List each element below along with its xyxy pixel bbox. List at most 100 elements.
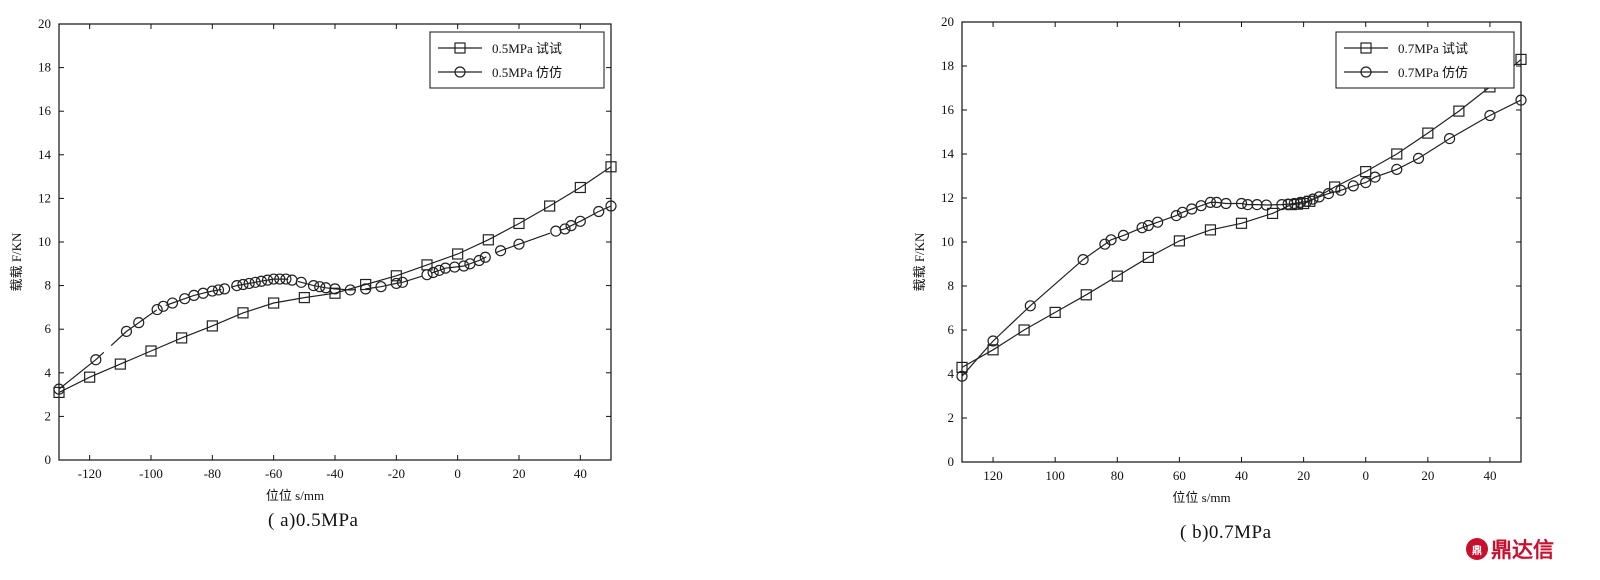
y-tick-label: 10 — [38, 234, 51, 249]
y-tick-label: 10 — [941, 234, 954, 249]
legend-label: 0.5MPa 仿仿 — [492, 65, 562, 80]
caption-a: ( a)0.5MPa — [268, 510, 359, 531]
y-tick-label: 16 — [941, 102, 955, 117]
y-tick-label: 0 — [948, 454, 955, 469]
x-tick-label: -120 — [78, 466, 102, 481]
data-point — [314, 281, 326, 293]
data-point — [513, 238, 525, 250]
series-line — [58, 205, 612, 390]
data-point — [114, 358, 126, 370]
series-line — [961, 58, 1522, 368]
data-point — [84, 371, 96, 383]
data-point — [298, 291, 310, 304]
data-point — [360, 278, 372, 291]
data-point — [1117, 229, 1130, 241]
data-point — [1276, 199, 1288, 211]
series-2 — [53, 200, 617, 395]
watermark-logo-icon: 鼎 — [1466, 538, 1488, 560]
caption-b: ( b)0.7MPa — [1180, 522, 1272, 543]
y-tick-label: 18 — [38, 60, 51, 75]
data-point — [375, 281, 387, 293]
data-point — [231, 280, 243, 292]
x-tick-label: 20 — [1297, 468, 1310, 483]
data-point — [574, 215, 586, 227]
data-point — [249, 276, 261, 288]
data-point — [390, 270, 402, 282]
data-point — [53, 383, 65, 395]
data-point — [427, 266, 439, 279]
y-tick-label: 14 — [38, 147, 52, 162]
x-axis-label: 位位 s/mm — [266, 488, 324, 503]
data-point — [120, 325, 133, 337]
series-1 — [53, 161, 617, 399]
legend-label: 0.5MPa 试试 — [492, 41, 562, 56]
data-point — [329, 283, 341, 295]
y-tick-label: 6 — [948, 322, 955, 337]
x-tick-label: 80 — [1111, 468, 1124, 483]
legend-box — [1335, 31, 1515, 89]
data-point — [433, 264, 445, 276]
legend-label: 0.7MPa 试试 — [1398, 41, 1468, 56]
data-point — [1322, 188, 1335, 200]
x-tick-label: 20 — [1421, 468, 1434, 483]
y-tick-label: 12 — [941, 190, 954, 205]
legend-marker — [454, 42, 466, 54]
data-point — [1049, 306, 1061, 318]
y-tick-label: 6 — [45, 321, 52, 336]
data-point — [1170, 210, 1182, 222]
data-point — [219, 283, 231, 295]
data-point — [1173, 235, 1185, 247]
data-point — [449, 261, 461, 273]
data-point — [206, 320, 218, 332]
data-point — [1018, 324, 1030, 336]
data-point — [255, 275, 267, 287]
data-point — [1369, 171, 1381, 183]
legend-marker — [1360, 66, 1372, 78]
y-tick-label: 16 — [38, 103, 52, 118]
series-1 — [956, 53, 1527, 373]
data-point — [206, 285, 218, 297]
data-point — [956, 370, 968, 382]
x-tick-label: -100 — [139, 466, 163, 481]
data-point — [157, 300, 169, 312]
data-point — [1235, 197, 1248, 210]
data-point — [482, 234, 494, 246]
data-point — [212, 284, 225, 296]
data-point — [360, 283, 372, 295]
data-point — [1235, 217, 1248, 229]
x-tick-label: 40 — [574, 466, 587, 481]
data-point — [1204, 196, 1217, 208]
data-point — [396, 276, 409, 288]
data-point — [268, 273, 280, 285]
data-point — [439, 262, 451, 274]
x-tick-label: 60 — [1173, 468, 1186, 483]
data-point — [987, 344, 999, 356]
data-point — [1422, 127, 1434, 139]
data-point — [559, 223, 571, 235]
legend-marker — [454, 66, 466, 78]
data-point — [1453, 105, 1465, 117]
data-point — [286, 274, 298, 286]
data-point — [133, 317, 145, 329]
data-point — [151, 303, 163, 316]
data-point — [1136, 222, 1148, 234]
data-point — [1220, 197, 1232, 210]
x-tick-label: 0 — [1362, 468, 1369, 483]
legend: 0.5MPa 试试 0.5MPa 仿仿 — [429, 31, 605, 89]
data-point — [495, 245, 507, 257]
data-point — [1412, 152, 1425, 164]
x-tick-label: 40 — [1235, 468, 1248, 483]
y-tick-label: 20 — [38, 16, 51, 31]
chart-a: 0 2 4 6 8 10 12 14 16 18 20 -120 -100 -80 -60 -40 -20 0 20… — [9, 16, 617, 503]
data-point — [237, 307, 249, 319]
data-point — [1443, 133, 1456, 145]
x-tick-label: -80 — [204, 466, 221, 481]
data-point — [145, 345, 157, 357]
data-point — [987, 335, 999, 347]
data-point — [1111, 270, 1123, 282]
data-point — [237, 278, 249, 291]
y-tick-label: 0 — [45, 452, 52, 467]
watermark: 鼎 鼎达信 — [1466, 534, 1554, 564]
data-point — [1391, 148, 1403, 160]
